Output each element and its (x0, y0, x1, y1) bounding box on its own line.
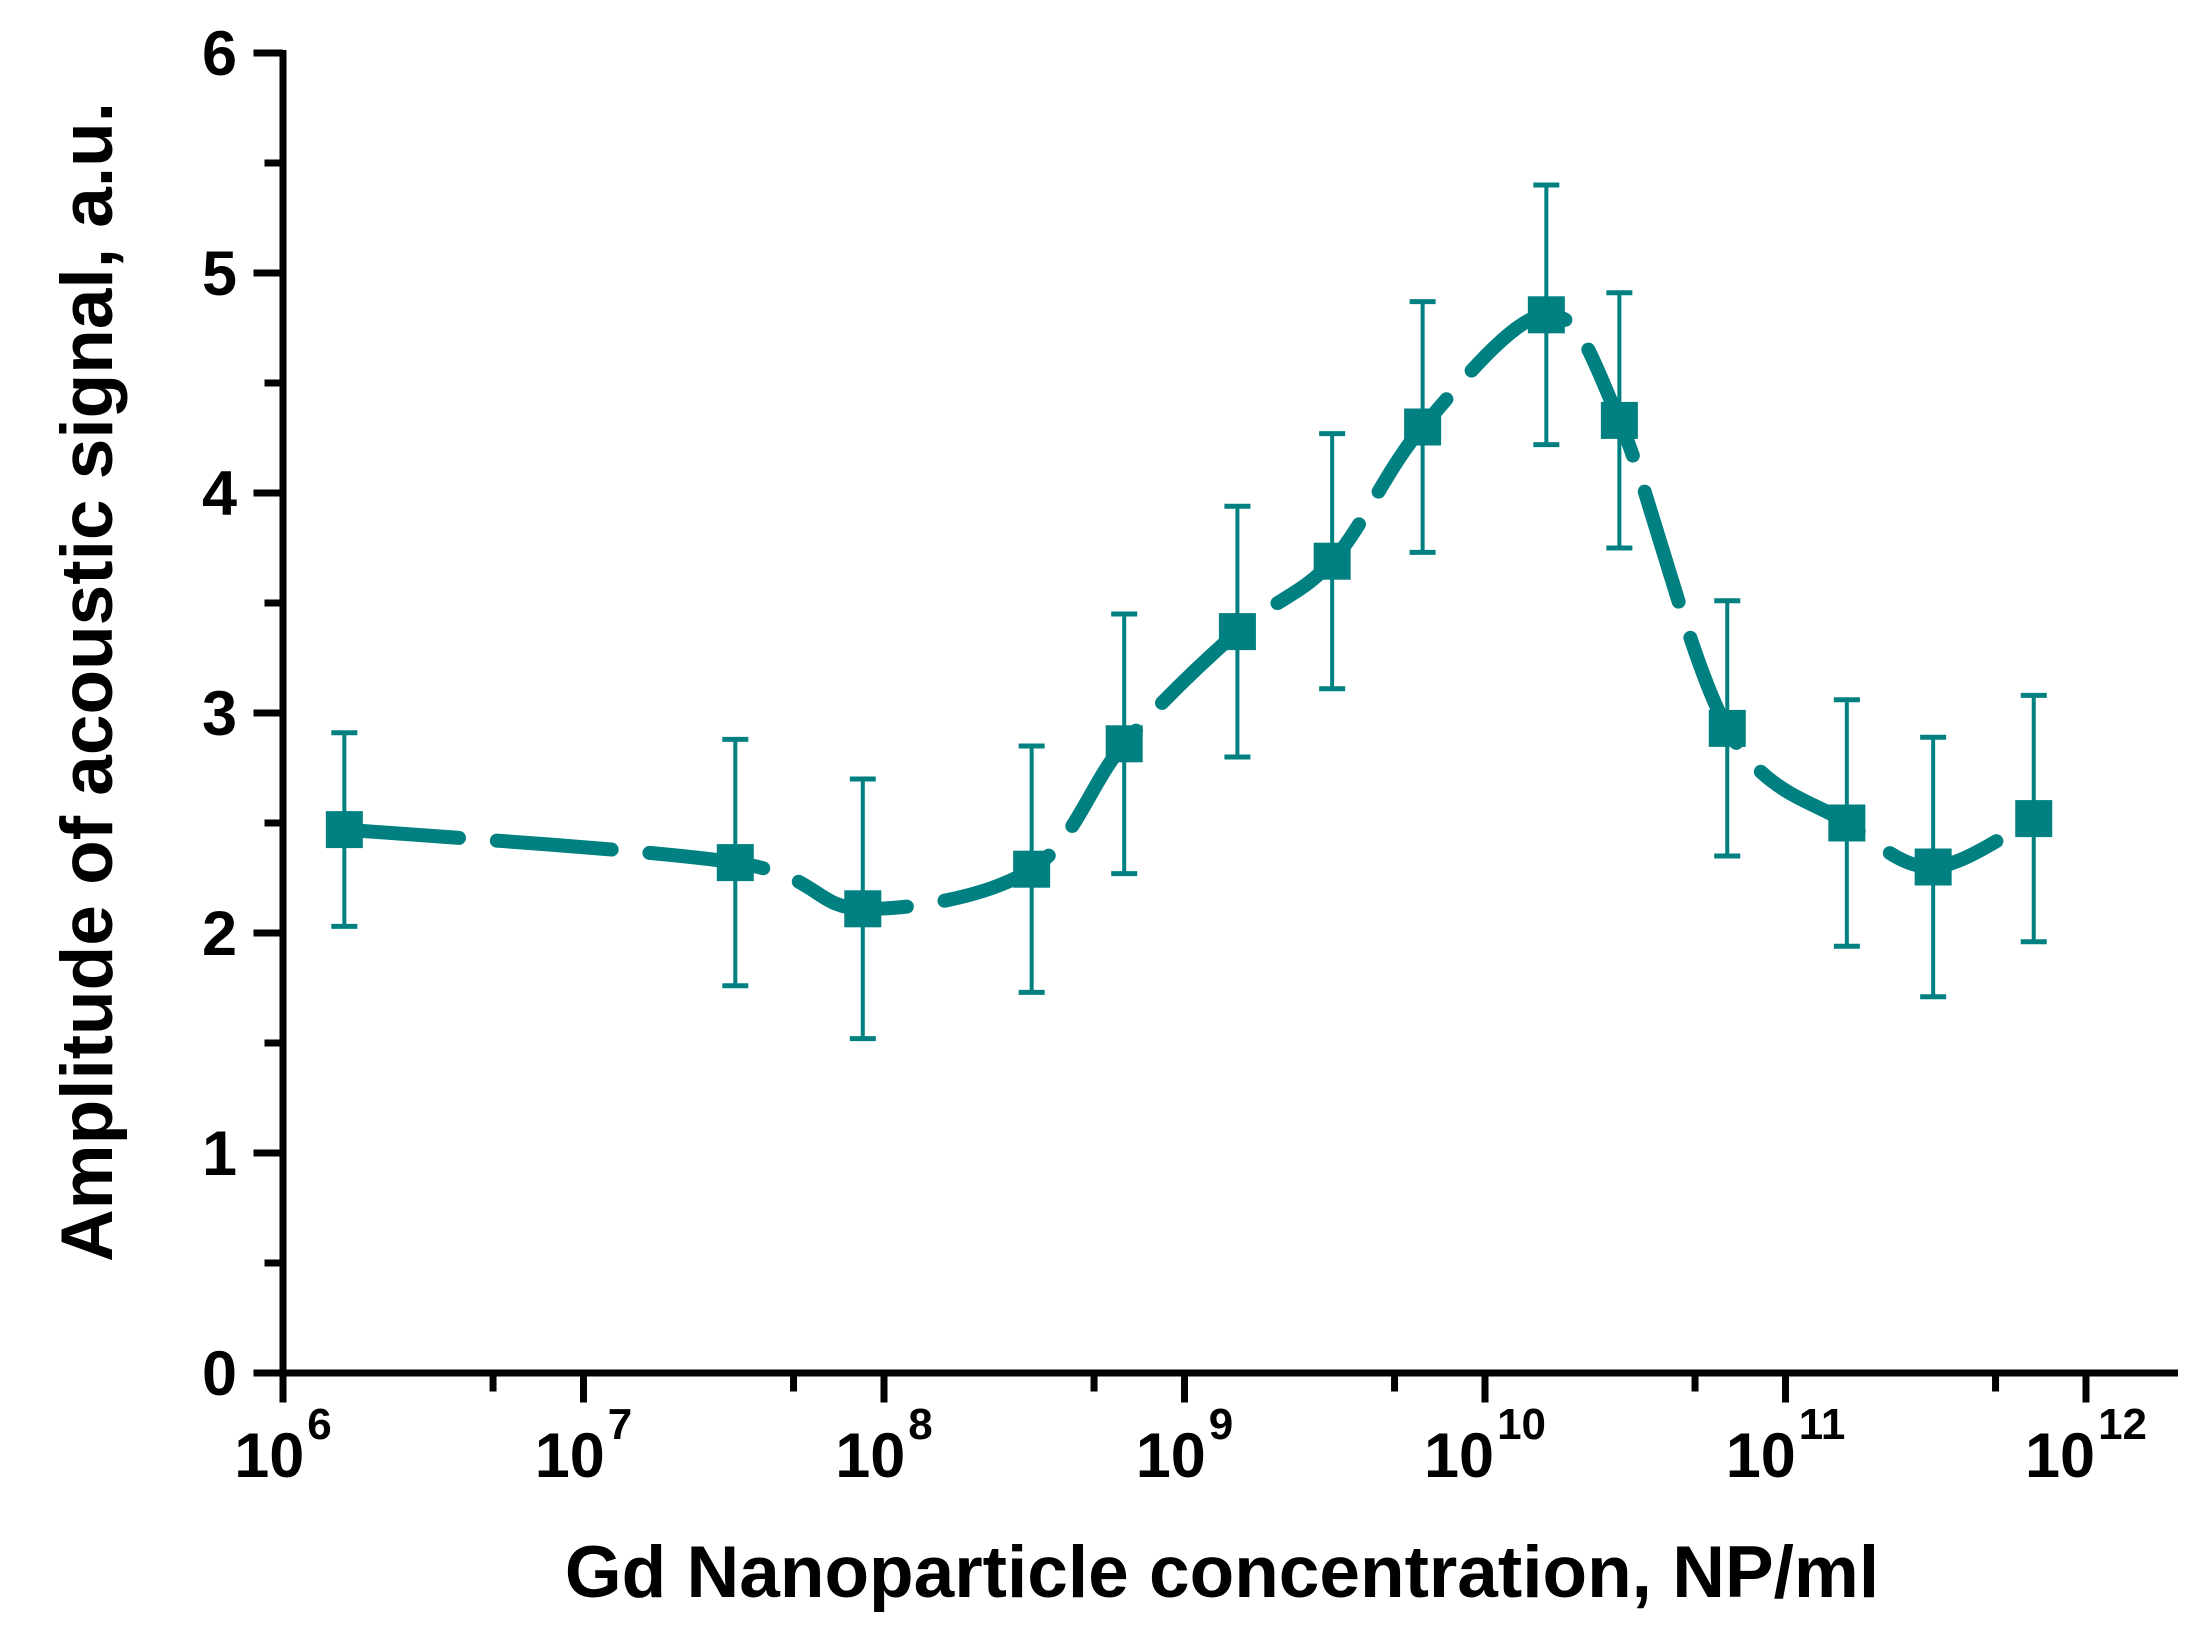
x-tick-label: 1012 (2025, 1400, 2147, 1491)
data-point-marker (1527, 296, 1565, 334)
data-point-marker (1708, 709, 1746, 747)
data-point-marker (1914, 848, 1952, 886)
x-tick-label: 108 (835, 1400, 933, 1491)
x-axis-title: Gd Nanoparticle concentration, NP/ml (565, 1532, 1879, 1613)
data-point-marker (844, 890, 882, 928)
x-tick-label: 1010 (1424, 1400, 1546, 1491)
y-tick-label: 6 (202, 19, 237, 89)
x-tick-label: 109 (1136, 1400, 1234, 1491)
data-point-marker (1404, 408, 1442, 446)
data-point-marker (1013, 850, 1051, 888)
x-tick-label: 106 (234, 1400, 332, 1491)
series-curve (337, 307, 2041, 916)
y-tick-label: 5 (202, 239, 237, 309)
data-point-marker (1218, 613, 1256, 651)
y-tick-label: 2 (202, 899, 237, 969)
data-point-marker (1105, 725, 1143, 763)
y-tick-label: 3 (202, 679, 237, 749)
data-point-marker (1600, 401, 1638, 439)
data-point-marker (1828, 804, 1866, 842)
data-point-marker (716, 844, 754, 882)
x-tick-label: 1011 (1726, 1400, 1846, 1491)
y-tick-label: 4 (202, 459, 237, 529)
y-axis-title: Amplitude of acoustic signal, a.u. (47, 102, 128, 1262)
data-point-marker (1313, 542, 1351, 580)
data-point-marker (2015, 800, 2053, 838)
x-tick-label: 107 (535, 1400, 633, 1491)
data-point-marker (325, 811, 363, 849)
chart-generated-layer: 0 1 2 3 4 5 6 106 107 108 109 1010 1011 1012 (202, 19, 2178, 1491)
y-tick-label: 0 (202, 1339, 237, 1409)
y-tick-label: 1 (202, 1119, 237, 1189)
